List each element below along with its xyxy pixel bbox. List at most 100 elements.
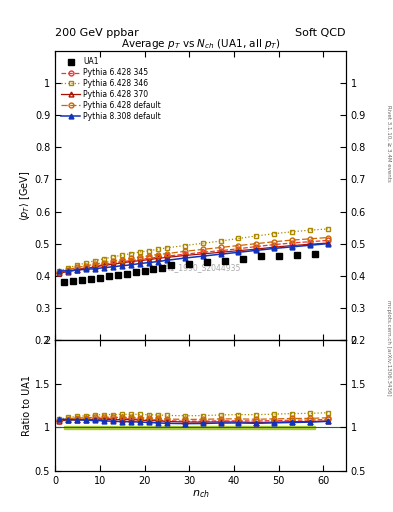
Pythia 6.428 345 [200, 249, 205, 255]
Pythia 6.428 346 [57, 268, 62, 274]
Pythia 6.428 default [254, 241, 259, 247]
Pythia 6.428 345 [182, 251, 187, 258]
UA1 [97, 275, 102, 281]
UA1 [294, 252, 299, 258]
Pythia 6.428 default [93, 261, 97, 267]
UA1 [241, 256, 245, 262]
Pythia 8.308 default [111, 264, 116, 270]
Pythia 6.428 345 [218, 248, 223, 254]
Pythia 6.428 345 [129, 258, 134, 264]
Pythia 6.428 default [75, 264, 80, 270]
Pythia 6.428 346 [111, 254, 116, 260]
Pythia 6.428 370 [272, 244, 277, 250]
Line: Pythia 6.428 370: Pythia 6.428 370 [57, 241, 331, 275]
Text: Soft QCD: Soft QCD [296, 28, 346, 38]
Pythia 6.428 370 [308, 241, 312, 247]
Pythia 6.428 default [308, 236, 312, 242]
Pythia 6.428 370 [111, 261, 116, 267]
Pythia 6.428 345 [254, 243, 259, 249]
Pythia 6.428 346 [147, 248, 151, 254]
Pythia 6.428 346 [182, 243, 187, 249]
UA1 [71, 278, 75, 284]
Pythia 6.428 346 [156, 246, 160, 252]
Pythia 6.428 370 [165, 254, 169, 261]
Pythia 6.428 370 [93, 264, 97, 270]
Line: Pythia 8.308 default: Pythia 8.308 default [57, 241, 331, 273]
Pythia 6.428 346 [308, 227, 312, 233]
Pythia 6.428 default [236, 243, 241, 249]
Pythia 6.428 default [290, 237, 294, 243]
Pythia 6.428 346 [165, 245, 169, 251]
Pythia 6.428 345 [236, 246, 241, 252]
Pythia 8.308 default [290, 244, 294, 250]
Pythia 6.428 default [102, 260, 107, 266]
Pythia 6.428 345 [308, 239, 312, 245]
Pythia 6.428 default [66, 267, 71, 273]
Pythia 8.308 default [84, 266, 89, 272]
Pythia 8.308 default [308, 242, 312, 248]
Pythia 6.428 default [272, 239, 277, 245]
Pythia 8.308 default [102, 265, 107, 271]
Pythia 6.428 345 [75, 266, 80, 272]
Pythia 6.428 370 [182, 252, 187, 259]
Pythia 6.428 370 [120, 260, 125, 266]
Pythia 6.428 345 [102, 262, 107, 268]
UA1 [276, 253, 281, 259]
UA1 [62, 279, 66, 285]
Pythia 6.428 345 [138, 257, 142, 263]
Line: UA1: UA1 [61, 251, 317, 285]
UA1 [151, 266, 156, 272]
Pythia 6.428 346 [129, 250, 134, 257]
Pythia 6.428 default [325, 234, 330, 241]
UA1 [312, 251, 317, 257]
Pythia 8.308 default [236, 249, 241, 255]
Pythia 6.428 default [138, 254, 142, 260]
Pythia 8.308 default [165, 257, 169, 263]
Pythia 6.428 346 [272, 230, 277, 237]
Pythia 6.428 default [147, 253, 151, 259]
UA1 [88, 276, 93, 282]
Pythia 8.308 default [325, 241, 330, 247]
Pythia 8.308 default [218, 251, 223, 258]
UA1 [142, 267, 147, 273]
Pythia 6.428 370 [325, 240, 330, 246]
Pythia 6.428 345 [272, 242, 277, 248]
Pythia 6.428 345 [111, 260, 116, 266]
Pythia 6.428 default [156, 251, 160, 258]
Pythia 8.308 default [272, 245, 277, 251]
UA1 [107, 273, 111, 280]
Pythia 6.428 345 [120, 259, 125, 265]
Pythia 6.428 default [111, 258, 116, 264]
Pythia 6.428 346 [93, 258, 97, 264]
Pythia 8.308 default [138, 261, 142, 267]
Line: Pythia 6.428 default: Pythia 6.428 default [57, 235, 331, 274]
Text: UA1_1990_S2044935: UA1_1990_S2044935 [160, 263, 241, 272]
UA1 [223, 258, 228, 264]
Pythia 6.428 370 [200, 251, 205, 257]
Pythia 8.308 default [93, 266, 97, 272]
Line: Pythia 6.428 346: Pythia 6.428 346 [57, 226, 331, 273]
Legend: UA1, Pythia 6.428 345, Pythia 6.428 346, Pythia 6.428 370, Pythia 6.428 default,: UA1, Pythia 6.428 345, Pythia 6.428 346,… [59, 55, 163, 123]
Pythia 8.308 default [156, 259, 160, 265]
Pythia 6.428 346 [325, 226, 330, 232]
Pythia 6.428 370 [84, 265, 89, 271]
Y-axis label: Ratio to UA1: Ratio to UA1 [22, 375, 32, 436]
Pythia 6.428 370 [75, 267, 80, 273]
Pythia 6.428 346 [236, 236, 241, 242]
Pythia 6.428 346 [218, 238, 223, 244]
Pythia 8.308 default [66, 268, 71, 274]
Pythia 6.428 370 [57, 270, 62, 276]
Pythia 6.428 default [200, 246, 205, 252]
UA1 [205, 259, 209, 265]
Pythia 6.428 default [165, 250, 169, 257]
UA1 [79, 277, 84, 283]
Pythia 6.428 370 [254, 246, 259, 252]
Text: 200 GeV ppbar: 200 GeV ppbar [55, 28, 139, 38]
Pythia 8.308 default [57, 268, 62, 274]
Pythia 6.428 370 [156, 255, 160, 262]
Pythia 6.428 346 [75, 262, 80, 268]
Pythia 6.428 346 [290, 229, 294, 235]
Pythia 6.428 default [120, 257, 125, 263]
Pythia 6.428 370 [218, 249, 223, 255]
Pythia 6.428 346 [138, 249, 142, 255]
